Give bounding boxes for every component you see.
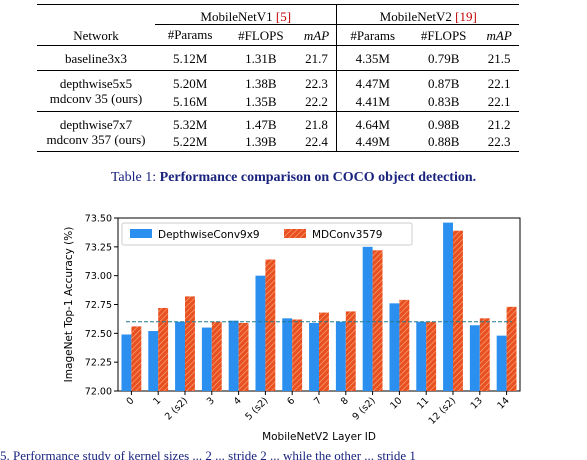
bar-mdconv (426, 321, 437, 391)
bar-mdconv (211, 321, 222, 391)
y-axis-label: ImageNet Top-1 Accuracy (%) (63, 227, 75, 383)
table-row: depthwise5x5 5.20M 1.38B 22.3 4.47M 0.87… (37, 70, 519, 91)
x-tick-label: 6 (285, 395, 297, 407)
y-tick-label: 73.50 (85, 214, 112, 225)
header-network: Network (73, 28, 119, 43)
table-row: mdconv 35 (ours) 5.16M 1.35B 22.2 4.41M … (37, 91, 519, 112)
y-tick-label: 73.25 (85, 242, 112, 253)
bar-depthwise (121, 334, 132, 391)
bar-depthwise (282, 318, 293, 391)
x-tick-label: 11 (415, 395, 431, 411)
legend-box (121, 222, 413, 246)
x-tick-label: 8 (339, 395, 351, 407)
legend-swatch-mdconv (284, 229, 306, 238)
group-header-mobilenetv2: MobileNetV2 [19] (336, 4, 519, 25)
x-axis-label: MobileNetV2 Layer ID (262, 431, 376, 443)
bar-depthwise (201, 327, 212, 391)
col-header: #Params (350, 27, 396, 43)
x-tick-label: 10 (388, 395, 404, 411)
legend-label: MDConv3579 (312, 229, 383, 241)
bar-mdconv (158, 307, 169, 391)
bar-mdconv (131, 326, 142, 391)
table-row: depthwise7x7 5.32M 1.47B 21.8 4.64M 0.98… (37, 111, 519, 132)
bar-depthwise (148, 331, 159, 391)
comparison-table: Network MobileNetV1 [5] MobileNetV2 [19]… (37, 4, 519, 152)
table-row: mdconv 357 (ours) 5.22M 1.39B 22.4 4.49M… (37, 132, 519, 152)
bar-mdconv (185, 296, 195, 391)
bar-mdconv (399, 299, 410, 391)
col-header: mAP (296, 24, 338, 46)
col-header: #Params (167, 27, 213, 42)
bar-depthwise (389, 303, 400, 391)
col-header: #FLOPS (420, 27, 467, 43)
bar-mdconv (506, 306, 517, 391)
bars (121, 222, 517, 391)
bar-depthwise (362, 246, 373, 391)
cut-off-text: 5. Performance study of kernel sizes ...… (0, 448, 416, 460)
bar-mdconv (345, 311, 356, 391)
bar-depthwise (443, 222, 453, 391)
col-header: #FLOPS (238, 27, 284, 43)
x-tick-label: 12 (s2) (427, 395, 458, 426)
bar-depthwise (469, 325, 480, 391)
bar-depthwise (335, 321, 346, 391)
x-tick-label: 4 (232, 395, 244, 407)
x-tick-label: 7 (312, 395, 324, 407)
col-header: mAP (486, 27, 512, 43)
bar-mdconv (265, 259, 276, 391)
x-tick-label: 14 (495, 395, 511, 411)
bar-mdconv (453, 230, 463, 391)
bar-depthwise (416, 321, 427, 391)
bar-mdconv (372, 250, 383, 391)
bar-mdconv (479, 318, 490, 391)
legend: DepthwiseConv9x9 MDConv3579 (121, 222, 413, 246)
y-tick-label: 73.00 (85, 271, 112, 282)
y-axis: 72.00 72.25 72.50 72.75 73.00 73.25 73.50 (85, 214, 118, 398)
table-row: baseline3x3 5.12M 1.31B 21.7 4.35M 0.79B… (37, 45, 519, 71)
bar-depthwise (175, 321, 185, 391)
bar-mdconv (238, 322, 249, 391)
bar-depthwise (309, 322, 319, 391)
legend-label: DepthwiseConv9x9 (158, 229, 260, 241)
x-tick-label: 0 (124, 395, 136, 407)
caption-label: Table 1: (110, 170, 157, 185)
bar-mdconv (292, 319, 303, 391)
x-tick-label: 1 (151, 395, 163, 407)
legend-swatch-depthwise (130, 229, 152, 238)
caption-text: Performance comparison on COCO object de… (159, 170, 477, 185)
x-tick-label: 5 (s2) (243, 395, 270, 422)
group-header-mobilenetv1: MobileNetV1 [5] (155, 4, 338, 25)
x-tick-label: 2 (s2) (163, 395, 190, 422)
y-tick-label: 72.75 (85, 300, 112, 311)
x-tick-label: 13 (469, 395, 485, 411)
y-tick-label: 72.25 (85, 358, 112, 369)
y-tick-label: 72.50 (85, 329, 112, 340)
bar-depthwise (228, 320, 239, 391)
y-tick-label: 72.00 (85, 387, 112, 398)
bar-depthwise (255, 275, 266, 391)
bar-depthwise (496, 335, 507, 391)
table-caption: Table 1: Performance comparison on COCO … (0, 170, 587, 186)
bar-mdconv (319, 312, 329, 391)
x-tick-label: 9 (s2) (351, 395, 378, 422)
x-tick-label: 3 (205, 395, 217, 407)
